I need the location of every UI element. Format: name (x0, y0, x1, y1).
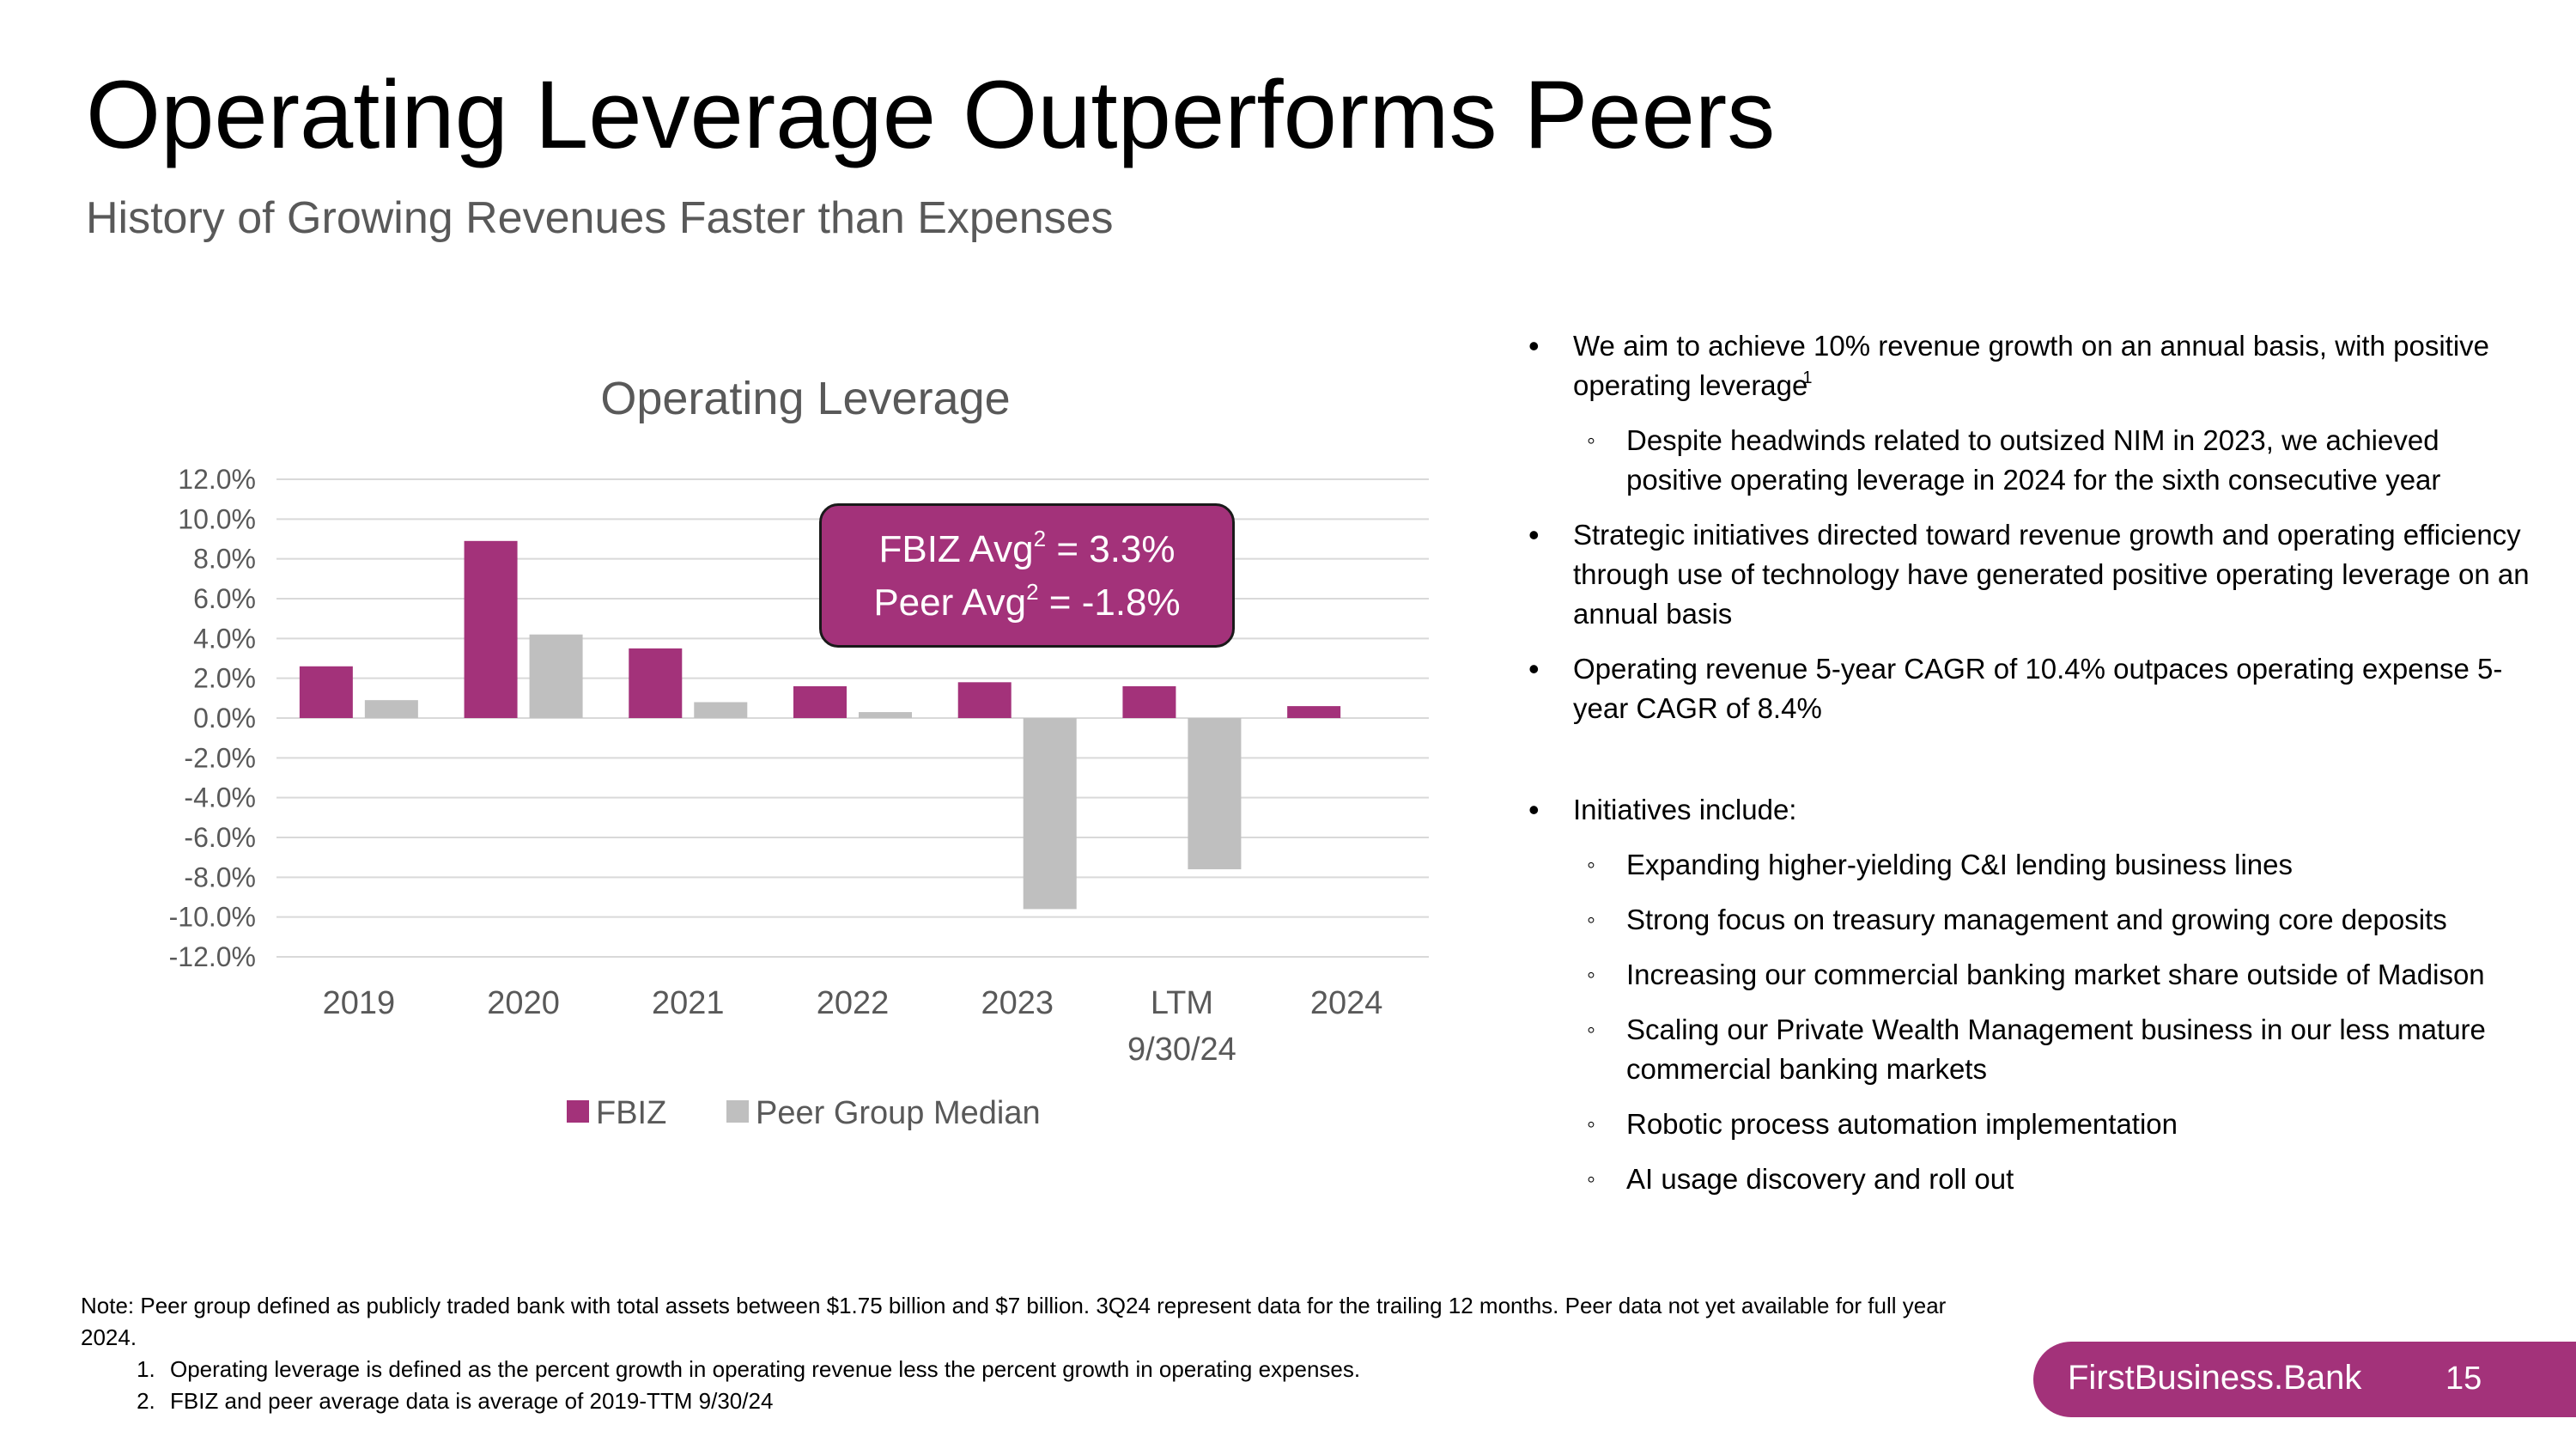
peer-bar (694, 702, 748, 718)
x-category-label: 9/30/24 (1127, 1032, 1236, 1068)
y-tick-label: -6.0% (184, 822, 256, 853)
bullet-cagr: Operating revenue 5-year CAGR of 10.4% o… (1528, 649, 2542, 728)
chart-title: Operating Leverage (600, 373, 1010, 424)
fbiz-bar (1287, 706, 1341, 718)
x-category-label: 2022 (817, 985, 890, 1021)
legend-label-fbiz: FBIZ (596, 1095, 666, 1131)
x-category-label: 2023 (981, 985, 1054, 1021)
y-tick-label: 8.0% (193, 544, 256, 575)
sub-bullet-initiative: Expanding higher-yielding C&I lending bu… (1528, 845, 2542, 885)
fbiz-bar (464, 540, 518, 718)
sub-bullet-initiative: Strong focus on treasury management and … (1528, 900, 2542, 940)
peer-bar (364, 700, 418, 718)
peer-bar (1188, 718, 1242, 870)
y-tick-label: -8.0% (184, 861, 256, 892)
legend-swatch-peer (726, 1100, 749, 1123)
sub-bullet-initiative: Increasing our commercial banking market… (1528, 955, 2542, 995)
peer-bar (529, 634, 583, 718)
y-tick-label: 2.0% (193, 663, 256, 694)
operating-leverage-chart: Operating Leverage 12.0% 10.0% 8.0% 6.0% 4.0%… (169, 373, 1429, 1131)
sub-bullet-initiative: Scaling our Private Wealth Management bu… (1528, 1010, 2542, 1089)
y-tick-label: -10.0% (169, 902, 256, 933)
x-category-label: 2020 (487, 985, 560, 1021)
fbiz-bar (629, 648, 683, 718)
legend-label-peer: Peer Group Median (756, 1095, 1041, 1131)
bullet-revenue-goal: We aim to achieve 10% revenue growth on … (1528, 326, 2542, 405)
footnote-1: Operating leverage is defined as the per… (161, 1354, 1987, 1385)
fbiz-bar (299, 666, 353, 718)
footer-bar (2033, 1342, 2576, 1417)
peer-bar (859, 712, 912, 718)
y-tick-label: 6.0% (193, 583, 256, 614)
footnotes: Note: Peer group defined as publicly tra… (81, 1290, 1987, 1417)
x-category-label: 2021 (652, 985, 725, 1021)
bullet-initiatives: Initiatives include: (1528, 790, 2542, 830)
slide-subtitle: History of Growing Revenues Faster than … (86, 193, 1114, 243)
bullet-strategic-initiatives: Strategic initiatives directed toward re… (1528, 515, 2542, 634)
average-callout: FBIZ Avg2 = 3.3% Peer Avg2 = -1.8% (819, 503, 1235, 648)
bullet-list: We aim to achieve 10% revenue growth on … (1528, 326, 2542, 1199)
y-tick-label: 0.0% (193, 703, 256, 734)
peer-bar (1023, 718, 1077, 910)
y-tick-label: 10.0% (178, 503, 256, 534)
brand-logo-text: FirstBusiness.Bank (2068, 1359, 2362, 1397)
y-tick-label: -12.0% (169, 941, 256, 972)
page-number: 15 (2445, 1361, 2482, 1397)
x-category-label: 2019 (323, 985, 396, 1021)
footnote-list: Operating leverage is defined as the per… (81, 1354, 1987, 1417)
y-tick-label: -4.0% (184, 782, 256, 813)
sub-bullet-initiative: Robotic process automation implementatio… (1528, 1105, 2542, 1144)
peer-group-note: Note: Peer group defined as publicly tra… (81, 1293, 1947, 1350)
x-category-label: 2024 (1310, 985, 1383, 1021)
fbiz-average-line: FBIZ Avg2 = 3.3% (878, 526, 1176, 570)
sub-bullet-initiative: AI usage discovery and roll out (1528, 1160, 2542, 1199)
footnote-2: FBIZ and peer average data is average of… (161, 1385, 1987, 1417)
y-tick-label: 4.0% (193, 623, 256, 654)
x-category-label: LTM (1151, 985, 1213, 1021)
y-tick-label: -2.0% (184, 742, 256, 773)
y-tick-label: 12.0% (178, 464, 256, 495)
peer-average-line: Peer Avg2 = -1.8% (873, 579, 1181, 624)
fbiz-bar (1122, 685, 1176, 718)
sub-bullet-nim: Despite headwinds related to outsized NI… (1528, 421, 2542, 500)
fbiz-bar (793, 685, 847, 718)
fbiz-bar (957, 682, 1012, 718)
legend-swatch-fbiz (567, 1100, 589, 1123)
slide-title: Operating Leverage Outperforms Peers (86, 61, 1776, 168)
